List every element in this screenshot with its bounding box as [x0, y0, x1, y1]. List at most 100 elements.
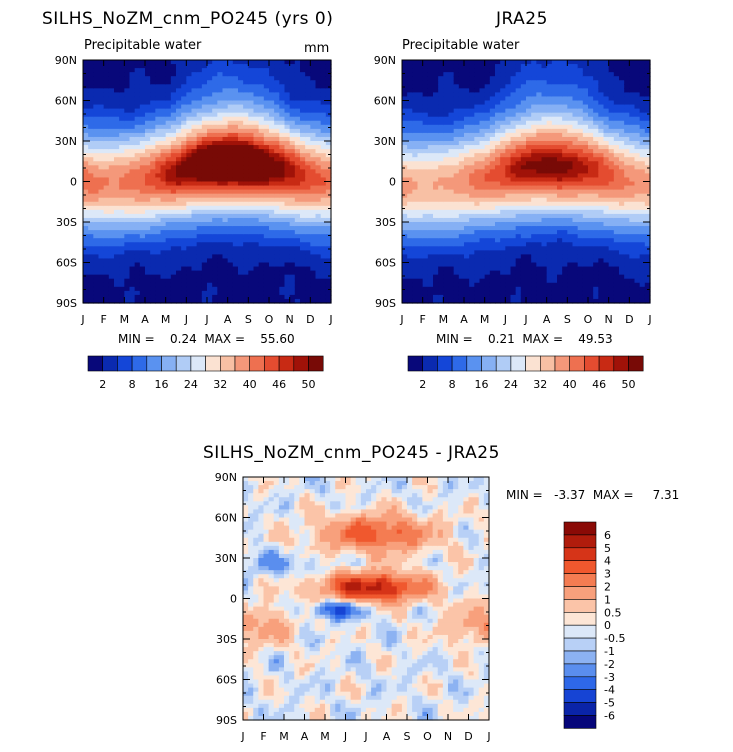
field-cell [489, 189, 496, 195]
field-cell [510, 136, 517, 142]
field-cell [407, 250, 413, 255]
field-cell [469, 173, 475, 179]
field-cell [474, 149, 481, 154]
field-cell [300, 217, 306, 223]
field-cell [119, 193, 125, 199]
field-cell [145, 120, 151, 126]
field-cell [134, 266, 141, 272]
field-cell [201, 298, 208, 304]
field-cell [93, 246, 100, 251]
field-cell [134, 128, 141, 134]
field-cell [248, 112, 255, 118]
field-cell [108, 153, 115, 158]
field-cell [88, 238, 94, 243]
field-cell [402, 242, 408, 247]
field-cell [520, 120, 527, 126]
field-cell [500, 104, 506, 110]
field-cell [515, 294, 522, 300]
field-cell [284, 141, 291, 146]
field-cell [557, 250, 563, 255]
field-cell [212, 238, 218, 243]
field-cell [108, 298, 115, 304]
field-cell [458, 169, 465, 174]
field-cell [191, 274, 198, 280]
field-cell [536, 209, 543, 215]
field-cell [464, 108, 470, 114]
field-cell [294, 294, 301, 300]
field-cell [274, 262, 280, 268]
field-cell [248, 72, 255, 77]
field-cell [114, 213, 120, 219]
field-cell [315, 185, 322, 191]
field-cell [83, 230, 89, 235]
field-cell [119, 145, 125, 150]
field-cell [300, 298, 306, 304]
field-cell [443, 64, 450, 69]
field-cell [181, 84, 187, 89]
field-cell [227, 104, 234, 110]
field-cell [222, 64, 229, 69]
field-cell [469, 205, 475, 211]
field-cell [186, 238, 193, 243]
field-cell [145, 254, 151, 260]
field-cell [139, 181, 146, 187]
field-cell [155, 100, 162, 106]
field-cell [520, 222, 527, 227]
field-cell [438, 246, 444, 251]
field-cell [108, 145, 115, 150]
field-cell [181, 165, 187, 170]
field-cell [83, 262, 89, 268]
field-cell [196, 278, 203, 284]
field-cell [433, 177, 439, 183]
field-cell [217, 96, 224, 102]
field-cell [191, 278, 198, 284]
field-cell [274, 72, 280, 77]
field-cell [289, 76, 296, 81]
field-cell [453, 298, 460, 304]
field-cell [150, 145, 156, 150]
field-cell [515, 92, 522, 98]
field-cell [474, 132, 481, 138]
field-cell [500, 161, 506, 166]
field-cell [526, 76, 532, 81]
field-cell [515, 120, 522, 126]
field-cell [253, 128, 260, 134]
field-cell [103, 169, 110, 174]
field-cell [114, 189, 120, 195]
field-cell [274, 266, 280, 272]
field-cell [510, 254, 517, 260]
field-cell [546, 153, 553, 158]
y-tick-label: 0 [70, 176, 77, 189]
field-cell [407, 128, 413, 134]
field-cell [305, 254, 311, 260]
field-cell [325, 112, 332, 118]
field-cell [274, 226, 280, 231]
field-cell [289, 205, 296, 211]
field-cell [114, 108, 120, 114]
field-cell [325, 193, 332, 199]
field-cell [536, 185, 543, 191]
field-cell [186, 193, 193, 199]
field-cell [253, 193, 260, 199]
field-cell [510, 124, 517, 130]
field-cell [515, 145, 522, 150]
field-cell [422, 173, 429, 179]
field-cell [134, 161, 141, 166]
field-cell [279, 278, 286, 284]
field-cell [562, 104, 568, 110]
field-cell [201, 169, 208, 174]
field-cell [227, 185, 234, 191]
field-cell [284, 226, 291, 231]
field-cell [448, 161, 455, 166]
field-cell [114, 278, 120, 284]
field-cell [305, 205, 311, 211]
field-cell [320, 209, 327, 215]
field-cell [248, 145, 255, 150]
field-cell [417, 112, 424, 118]
field-cell [551, 230, 558, 235]
field-cell [464, 128, 470, 134]
field-cell [433, 254, 439, 260]
field-cell [469, 161, 475, 166]
field-cell [165, 141, 172, 146]
field-cell [129, 88, 136, 93]
